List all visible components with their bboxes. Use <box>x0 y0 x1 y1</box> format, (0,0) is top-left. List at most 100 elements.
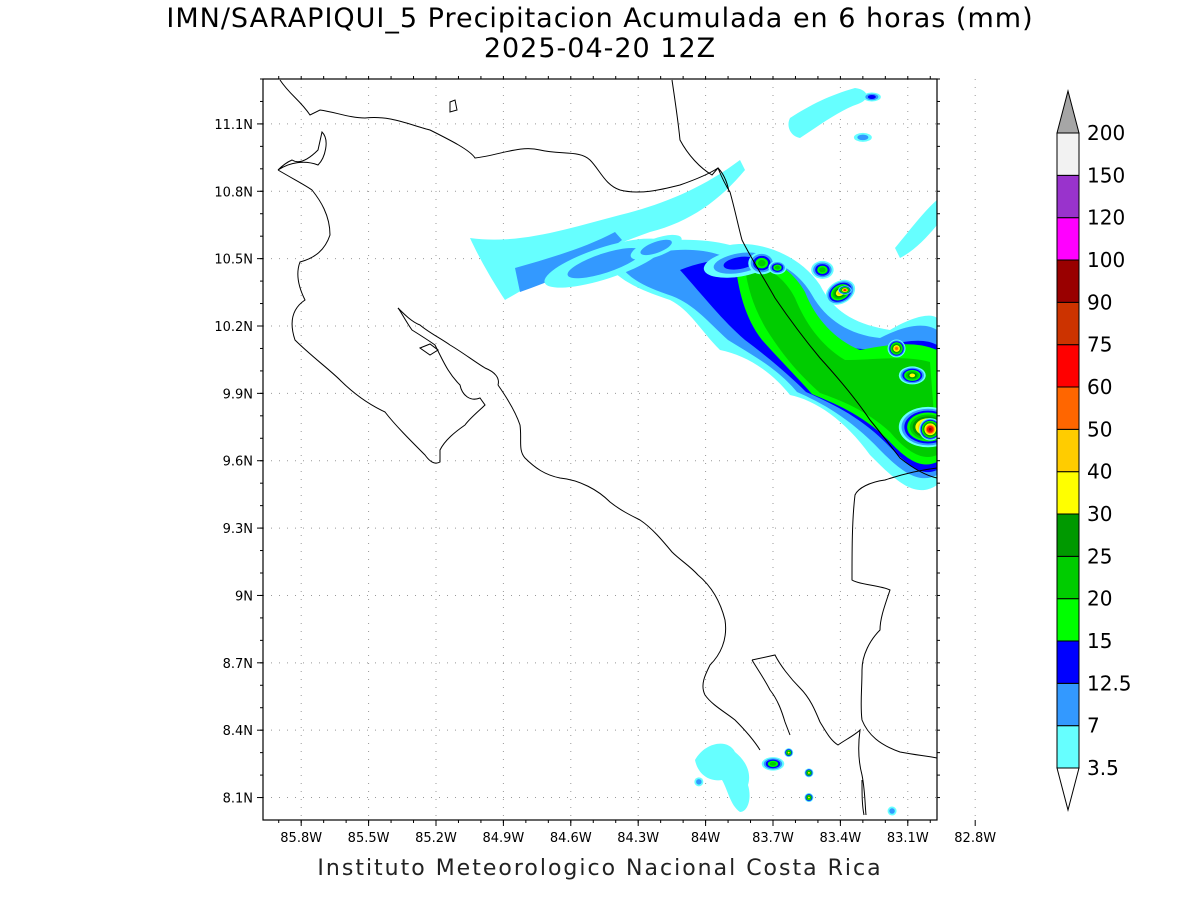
coastline-caribbean <box>671 79 937 479</box>
precip-cell-contour <box>895 346 899 350</box>
map-axes: 85.8W 85.5W 85.2W 84.9W 84.6W 84.3W 84W 83.7W 83… <box>214 76 996 846</box>
legend-label: 60 <box>1087 375 1112 399</box>
precip-cell-contour <box>889 808 895 814</box>
legend-label: 7 <box>1087 714 1100 738</box>
lon-tick-label: 84.9W <box>482 831 524 846</box>
coastline-central-pacific <box>497 384 761 751</box>
lon-tick-label: 85.5W <box>348 831 390 846</box>
precip-cell-contour <box>787 751 790 754</box>
precip-cell-contour <box>769 761 777 766</box>
precip-cells <box>544 92 999 816</box>
precip-cell-contour <box>757 259 766 267</box>
map-grid <box>263 79 976 820</box>
island-chira <box>418 343 439 356</box>
lon-tick-label: 83.7W <box>752 831 794 846</box>
legend-label: 75 <box>1087 333 1112 357</box>
lon-tick-label: 84W <box>691 831 721 846</box>
rain-cluster-east <box>895 200 937 258</box>
legend-label: 150 <box>1087 163 1125 187</box>
border-panama-south <box>861 779 865 816</box>
credit-footer: Instituto Meteorologico Nacional Costa R… <box>317 856 883 881</box>
lat-tick-label: 8.4N <box>223 724 253 739</box>
island-caribbean <box>449 99 458 113</box>
lat-tick-label: 11.1N <box>214 118 253 133</box>
legend-label: 30 <box>1087 502 1112 526</box>
legend-label: 15 <box>1087 629 1112 653</box>
legend-swatch <box>1056 428 1080 473</box>
legend-swatch <box>1056 725 1080 769</box>
lat-tick-label: 8.7N <box>223 657 253 672</box>
lat-tick-label: 8.1N <box>223 792 253 807</box>
precip-field <box>470 88 937 812</box>
legend-label: 90 <box>1087 290 1112 314</box>
legend-swatch <box>1056 344 1080 388</box>
legend-swatch <box>1056 174 1080 219</box>
map-subtitle: 2025-04-20 12Z <box>483 33 717 64</box>
rain-band-main-darkgreen <box>745 266 937 458</box>
precip-cell-contour <box>819 267 826 273</box>
legend-label: 12.5 <box>1087 671 1132 695</box>
coastline-gulf-nicoya <box>397 307 499 386</box>
lat-tick-label: 10.5N <box>214 253 253 268</box>
precip-cell-contour <box>696 779 702 785</box>
precip-cell-contour <box>968 344 999 362</box>
lon-tick-label: 82.8W <box>954 831 996 846</box>
precip-cell-contour <box>950 368 968 378</box>
precip-cell-contour <box>567 248 642 279</box>
coastline-pacific <box>277 79 719 464</box>
precip-cell-contour <box>952 369 967 378</box>
precip-cell-contour <box>980 351 988 355</box>
precip-cell-contour <box>949 367 971 379</box>
legend-label: 50 <box>1087 417 1112 441</box>
legend-swatch <box>1056 640 1080 684</box>
precip-cell-contour <box>957 372 962 375</box>
precip-cell-contour <box>867 94 876 99</box>
map-title: IMN/SARAPIQUI_5 Precipitacion Acumulada … <box>166 3 1034 34</box>
legend-max-arrow <box>1056 89 1080 134</box>
precip-cell-contour <box>971 345 998 360</box>
border-nicaragua <box>717 167 730 193</box>
legend-label: 100 <box>1087 248 1125 272</box>
precip-cell-contour <box>947 366 972 380</box>
border-panama <box>851 467 937 759</box>
lon-tick-label: 84.3W <box>617 831 659 846</box>
precip-cell-contour <box>723 256 756 270</box>
precip-cell-contour <box>978 349 990 356</box>
precip-cell-contour <box>807 796 810 799</box>
lon-tick-label: 84.6W <box>550 831 592 846</box>
precip-cell-contour <box>944 364 975 382</box>
lat-tick-label: 10.8N <box>214 185 253 200</box>
precip-cell-contour <box>955 371 964 376</box>
legend-swatch <box>1056 301 1080 346</box>
lon-tick-label: 83.1W <box>887 831 929 846</box>
legend-label: 200 <box>1087 121 1125 145</box>
precip-cell-contour <box>774 265 781 270</box>
coastline <box>277 79 937 816</box>
coastline-golfo-dulce <box>751 659 791 736</box>
precip-cell-contour <box>928 427 932 431</box>
map-frame <box>262 78 938 821</box>
rain-cluster-south <box>695 743 750 812</box>
precip-cell-contour <box>976 348 993 358</box>
lat-tick-label: 9.3N <box>223 522 253 537</box>
legend-swatch <box>1056 682 1080 727</box>
lon-tick-label: 85.2W <box>415 831 457 846</box>
legend-swatch <box>1056 217 1080 261</box>
lon-tick-label: 85.8W <box>280 831 322 846</box>
color-legend: 3.5 7 12.5 15 20 25 30 40 50 60 75 90 100 120 150 200 <box>1056 89 1132 812</box>
legend-swatch <box>1056 386 1080 430</box>
legend-label: 120 <box>1087 206 1125 230</box>
precip-cell-contour <box>843 289 846 291</box>
precip-cell-contour <box>945 365 973 381</box>
legend-swatch <box>1056 513 1080 557</box>
lat-tick-label: 9.9N <box>223 387 253 402</box>
legend-swatch <box>1056 471 1080 515</box>
precip-cell-contour <box>857 134 869 141</box>
legend-label: 40 <box>1087 460 1112 484</box>
precip-cell-contour <box>640 239 672 256</box>
coastline-osa <box>751 654 867 816</box>
lon-tick-label: 83.4W <box>819 831 861 846</box>
legend-swatch <box>1056 598 1080 642</box>
lat-tick-label: 9.6N <box>223 455 253 470</box>
